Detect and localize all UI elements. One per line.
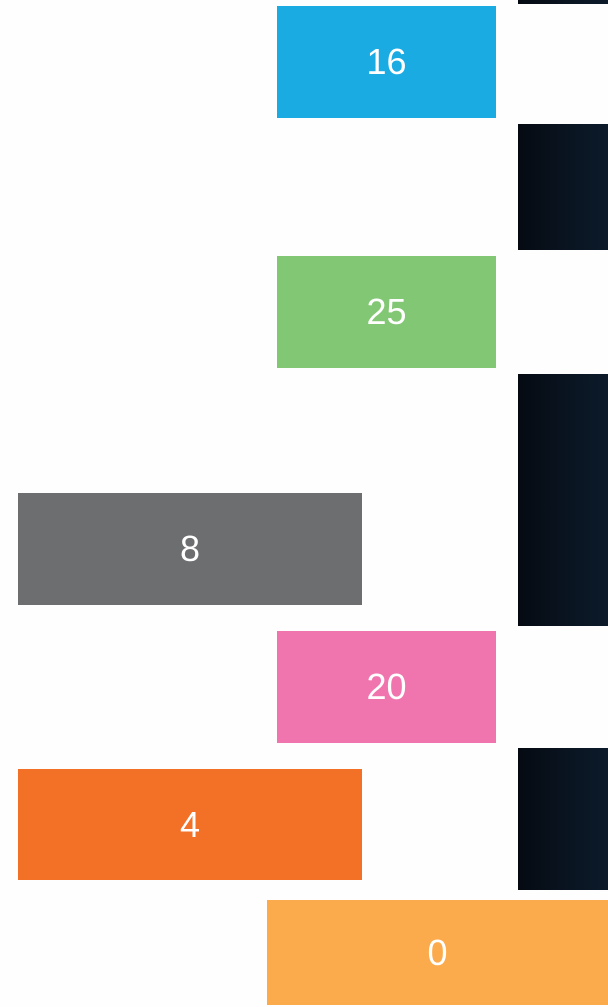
dark-panel (518, 748, 608, 890)
tile[interactable]: 0 (267, 900, 608, 1005)
screen: 16 25 8 20 4 0 (() => { const data = JSO… (0, 0, 608, 1007)
tile[interactable]: 25 (277, 256, 496, 368)
tile[interactable]: 8 (18, 493, 362, 605)
tile-label: 25 (366, 291, 406, 333)
tile[interactable]: 16 (277, 6, 496, 118)
tile-label: 8 (180, 528, 200, 570)
tile-label: 20 (366, 666, 406, 708)
dark-panel (518, 0, 608, 4)
tile-label: 0 (427, 932, 447, 974)
tile[interactable]: 20 (277, 631, 496, 743)
dark-panel (518, 124, 608, 250)
tile-label: 4 (180, 804, 200, 846)
dark-panel (518, 374, 608, 626)
tile-label: 16 (366, 41, 406, 83)
tile[interactable]: 4 (18, 769, 362, 880)
